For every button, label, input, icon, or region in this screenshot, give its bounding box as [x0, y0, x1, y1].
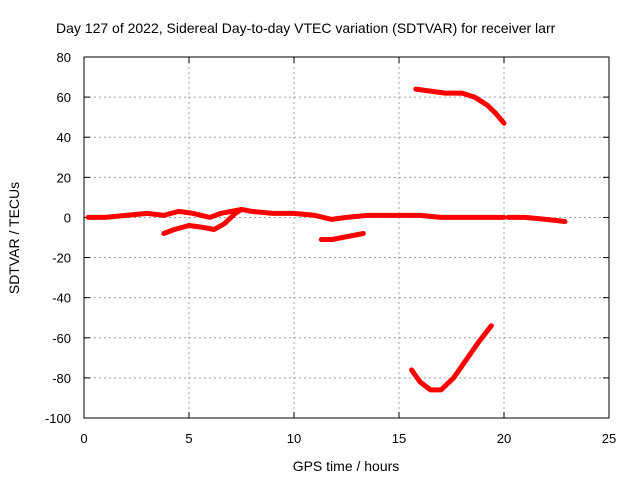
y-tick-label: 80 [57, 50, 71, 65]
y-tick-label: -20 [52, 251, 71, 266]
x-tick-label: 10 [287, 431, 301, 446]
x-tick-label: 15 [392, 431, 406, 446]
y-tick-label: -60 [52, 331, 71, 346]
y-tick-label: -80 [52, 371, 71, 386]
x-tick-label: 0 [80, 431, 87, 446]
plot-frame [83, 56, 610, 419]
x-axis-label: GPS time / hours [293, 458, 400, 474]
y-tick-label: 20 [57, 170, 71, 185]
y-tick-label: 40 [57, 130, 71, 145]
grid [84, 57, 609, 418]
series-layer [85, 86, 568, 393]
y-tick-label: 60 [57, 90, 71, 105]
series-low-arc [409, 323, 494, 393]
series-main-band-b [505, 214, 568, 224]
tick-layer: 0 5 10 15 20 25 -100 -80 -60 -40 -20 0 20 40 60 80 [45, 50, 616, 446]
y-tick-label: -40 [52, 291, 71, 306]
x-tick-label: 20 [497, 431, 511, 446]
series-dip-noon [318, 231, 366, 242]
series-main-band-a [85, 206, 507, 222]
x-tick-label: 25 [602, 431, 616, 446]
x-tick-label: 5 [185, 431, 192, 446]
series-dip-morning [161, 206, 244, 236]
y-tick-label: 0 [64, 210, 71, 225]
chart-title: Day 127 of 2022, Sidereal Day-to-day VTE… [56, 20, 556, 36]
series-high-arc [413, 86, 507, 126]
y-axis-label: SDTVAR / TECUs [6, 182, 22, 294]
y-tick-label: -100 [45, 411, 71, 426]
